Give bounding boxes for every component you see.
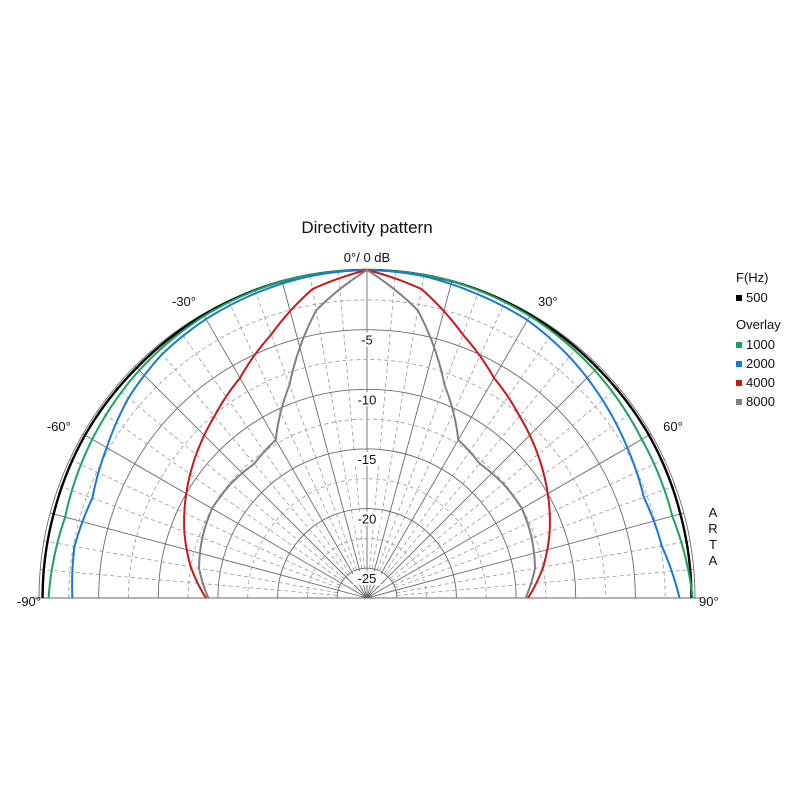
grid-spoke-major <box>367 314 531 598</box>
db-tick-label: -25 <box>358 571 377 586</box>
legend-overlay-heading: Overlay <box>736 317 781 332</box>
watermark-letter: R <box>708 521 717 536</box>
watermark-letter: A <box>709 553 718 568</box>
series-line-2000 <box>72 270 679 598</box>
angle-tick-label: -90° <box>17 594 41 609</box>
watermark-letter: T <box>709 537 717 552</box>
grid-spoke-major <box>367 513 684 598</box>
legend-label-4000: 4000 <box>746 375 775 390</box>
legend-label-1000: 1000 <box>746 337 775 352</box>
db-tick-label: -10 <box>358 392 377 407</box>
legend-swatch-1000 <box>736 342 742 348</box>
legend-label-500: 500 <box>746 290 768 305</box>
polar-grid <box>33 270 701 598</box>
top-angle-label: 0°/ 0 dB <box>344 250 390 265</box>
db-tick-label: -5 <box>361 333 373 348</box>
db-tick-label: -15 <box>358 452 377 467</box>
grid-spoke-major <box>203 314 367 598</box>
legend-swatch-500 <box>736 295 742 301</box>
series-line-1000 <box>49 270 693 598</box>
grid-spoke-minor <box>228 301 354 571</box>
legend-swatch-8000 <box>736 399 742 405</box>
grid-spoke-major <box>83 434 367 598</box>
angle-tick-label: 90° <box>699 594 719 609</box>
angle-tick-label: 30° <box>538 294 558 309</box>
watermark-letter: A <box>709 505 718 520</box>
grid-spoke-minor <box>116 387 344 579</box>
grid-spoke-major <box>282 281 367 598</box>
chart-title: Directivity pattern <box>301 218 432 237</box>
legend-label-8000: 8000 <box>746 394 775 409</box>
angle-tick-label: 60° <box>663 419 683 434</box>
db-tick-label: -20 <box>358 512 377 527</box>
series-layer <box>43 270 693 598</box>
grid-spoke-major <box>50 513 367 598</box>
legend-heading: F(Hz) <box>736 270 769 285</box>
legend-swatch-2000 <box>736 361 742 367</box>
angle-tick-label: -30° <box>172 294 196 309</box>
legend-swatch-4000 <box>736 380 742 386</box>
legend: F(Hz) Overlay 500 1000 2000 4000 8000 <box>736 270 781 409</box>
grid-spoke-major <box>367 434 651 598</box>
grid-spoke-major <box>367 281 452 598</box>
angle-tick-label: -60° <box>47 419 71 434</box>
legend-label-2000: 2000 <box>746 356 775 371</box>
